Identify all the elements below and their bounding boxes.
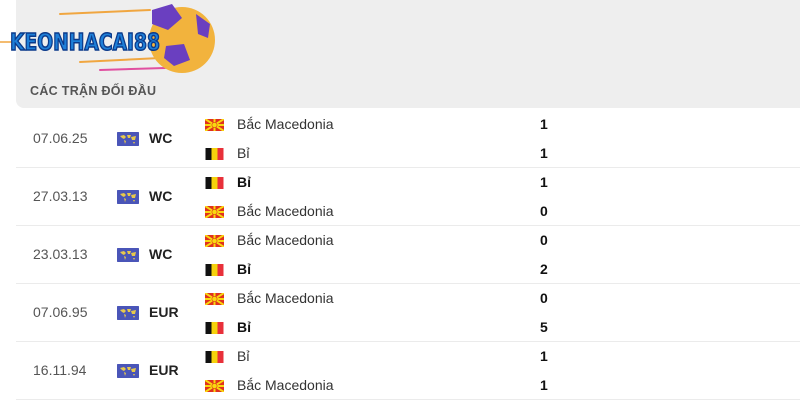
match-row[interactable]: 27.03.13 WC Bỉ 1 Bắc Macedonia 0 <box>16 168 800 226</box>
world-competition-icon <box>117 306 139 320</box>
competition-label: WC <box>149 246 173 262</box>
team: Bỉ <box>205 172 251 192</box>
match-row[interactable]: 16.11.94 EUR Bỉ 1 Bắc Macedonia 1 <box>16 342 800 400</box>
belgium-flag-icon <box>205 321 224 334</box>
team: Bắc Macedonia <box>204 114 334 134</box>
team: Bỉ <box>205 259 251 279</box>
match-row[interactable]: 07.06.25 WC Bắc Macedonia 1 Bỉ 1 <box>16 110 800 168</box>
team: Bắc Macedonia <box>204 288 334 308</box>
team: Bỉ <box>205 317 251 337</box>
team-score: 1 <box>540 145 548 161</box>
team-score: 0 <box>540 203 548 219</box>
section-title: CÁC TRẬN ĐỐI ĐẦU <box>30 84 157 98</box>
belgium-flag-icon <box>205 147 224 160</box>
svg-text:KEONHACAI88: KEONHACAI88 <box>10 30 160 56</box>
team-score: 5 <box>540 319 548 335</box>
competition-label: EUR <box>149 304 179 320</box>
team-score: 0 <box>540 232 548 248</box>
head-to-head-header <box>16 0 800 108</box>
belgium-flag-icon <box>205 263 224 276</box>
world-competition-icon <box>117 364 139 378</box>
match-date: 07.06.25 <box>33 130 88 146</box>
team: Bắc Macedonia <box>204 375 334 395</box>
match-date: 23.03.13 <box>33 246 88 262</box>
match-row[interactable]: 23.03.13 WC Bắc Macedonia 0 Bỉ 2 <box>16 226 800 284</box>
belgium-flag-icon <box>205 350 224 363</box>
match-date: 07.06.95 <box>33 304 88 320</box>
team-name: Bắc Macedonia <box>237 116 334 132</box>
competition-label: WC <box>149 130 173 146</box>
team-name: Bỉ <box>237 348 250 364</box>
team-score: 1 <box>540 174 548 190</box>
north-macedonia-flag-icon <box>204 234 225 248</box>
match-date: 27.03.13 <box>33 188 88 204</box>
match-row[interactable]: 07.06.95 EUR Bắc Macedonia 0 Bỉ 5 <box>16 284 800 342</box>
team-score: 2 <box>540 261 548 277</box>
team-score: 0 <box>540 290 548 306</box>
competition-label: WC <box>149 188 173 204</box>
north-macedonia-flag-icon <box>204 379 225 393</box>
team-name: Bắc Macedonia <box>237 232 334 248</box>
team: Bắc Macedonia <box>204 201 334 221</box>
team-score: 1 <box>540 348 548 364</box>
team-score: 1 <box>540 116 548 132</box>
competition-label: EUR <box>149 362 179 378</box>
team-name: Bỉ <box>237 145 250 161</box>
match-list: 07.06.25 WC Bắc Macedonia 1 Bỉ 1 27.03.13… <box>16 110 800 400</box>
world-competition-icon <box>117 132 139 146</box>
team: Bắc Macedonia <box>204 230 334 250</box>
team-name: Bắc Macedonia <box>237 377 334 393</box>
team: Bỉ <box>205 143 249 163</box>
keonhacai88-logo: KEONHACAI88 <box>0 4 215 73</box>
world-competition-icon <box>117 248 139 262</box>
north-macedonia-flag-icon <box>204 205 225 219</box>
team-score: 1 <box>540 377 548 393</box>
team-name: Bỉ <box>237 261 251 277</box>
world-competition-icon <box>117 190 139 204</box>
match-date: 16.11.94 <box>33 362 87 378</box>
team-name: Bắc Macedonia <box>237 290 334 306</box>
north-macedonia-flag-icon <box>204 292 225 306</box>
team-name: Bắc Macedonia <box>237 203 334 219</box>
belgium-flag-icon <box>205 176 224 189</box>
team: Bỉ <box>205 346 249 366</box>
team-name: Bỉ <box>237 319 251 335</box>
team-name: Bỉ <box>237 174 251 190</box>
north-macedonia-flag-icon <box>204 118 225 132</box>
